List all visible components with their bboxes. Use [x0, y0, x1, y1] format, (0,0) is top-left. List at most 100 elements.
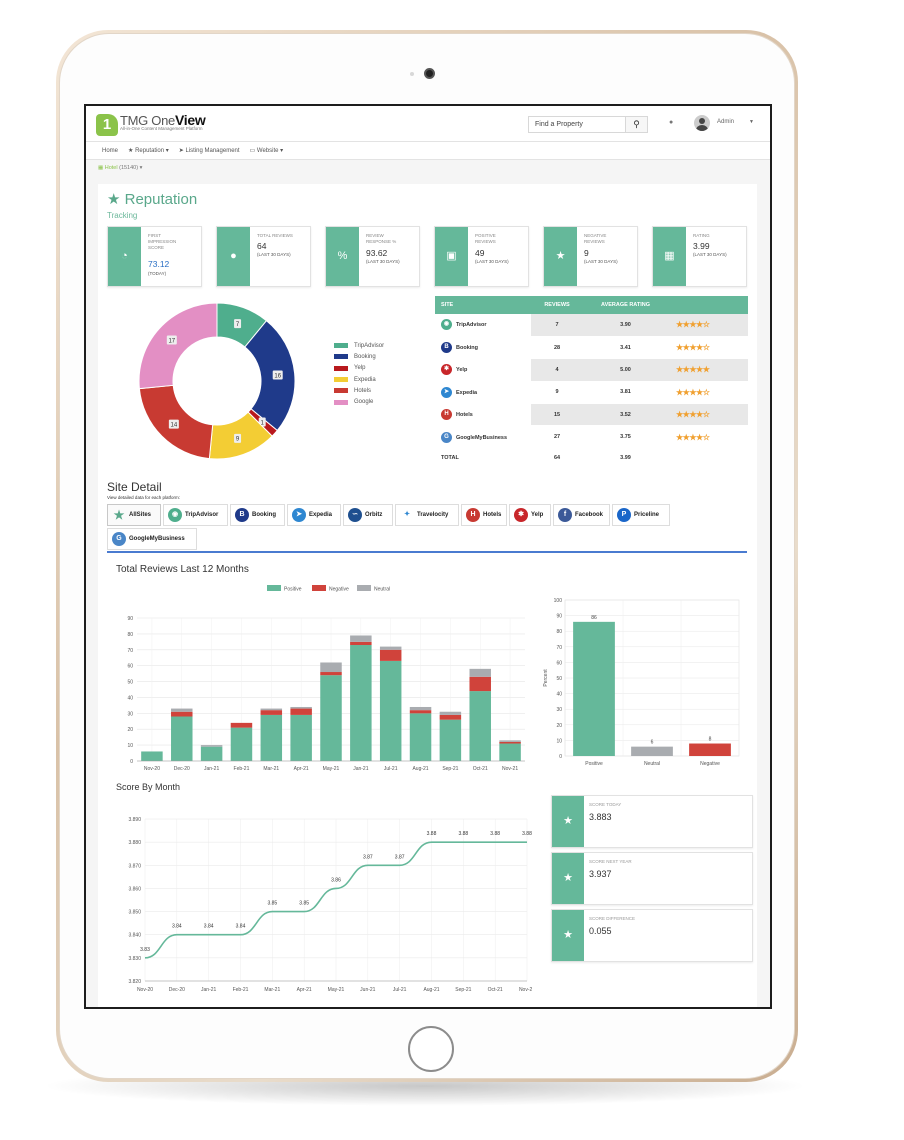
tab-booking[interactable]: B Booking: [230, 504, 285, 526]
tab-orbitz[interactable]: ∽ Orbitz: [343, 504, 393, 526]
user-name[interactable]: Admin: [717, 119, 735, 125]
bar-neutral: [171, 708, 193, 712]
bar-neutral: [200, 745, 223, 747]
x-tick-label: Jul-21: [384, 766, 398, 772]
legend-item[interactable]: TripAdvisor: [334, 340, 384, 351]
star-rating: ★★★★☆: [668, 425, 748, 449]
priceline-icon: P: [617, 508, 631, 522]
x-tick-label: Jan-21: [204, 766, 220, 772]
point-label: 3.88: [458, 831, 468, 837]
logo[interactable]: TMG OneView: [120, 112, 206, 128]
donut-label-box: [166, 335, 177, 345]
data-label: 86: [591, 615, 597, 621]
bar-negative: [439, 714, 462, 720]
point-label: 3.84: [172, 924, 182, 930]
legend-item[interactable]: Booking: [334, 351, 384, 362]
star-icon: ★: [107, 191, 121, 208]
bell-icon[interactable]: ●: [669, 119, 674, 126]
nav-home[interactable]: Home: [102, 147, 119, 154]
legend-swatch-positive: [267, 585, 281, 591]
tab-googlemybusiness[interactable]: G GoogleMyBusiness: [107, 528, 197, 550]
nav-website[interactable]: ▭ Website ▾: [249, 148, 284, 154]
y-tick-label: 50: [556, 676, 562, 682]
table-row[interactable]: H Hotels 15 3.52 ★★★★☆: [435, 403, 748, 427]
donut-label: 7: [236, 322, 240, 328]
point-label: 3.88: [490, 831, 500, 837]
nav-listing[interactable]: ➤ Listing Management: [178, 148, 240, 154]
tab-allsites[interactable]: ★ AllSites: [107, 504, 161, 526]
nav-reputation[interactable]: ★ Reputation ▾: [128, 148, 169, 154]
kpi-negative-reviews: ★ Negative Reviews 9 (LAST 30 DAYS): [543, 226, 638, 287]
kpi-rating: ▦ Rating 3.99 (LAST 30 DAYS): [652, 226, 747, 287]
app-screen: 1 TMG OneView All-in-One Content Managem…: [84, 104, 772, 1009]
booking-icon: B: [441, 342, 452, 354]
search-input[interactable]: Find a Property: [528, 116, 626, 133]
google-my-business-icon: G: [441, 431, 452, 443]
legend-item[interactable]: Google: [334, 396, 384, 407]
google-my-business-icon: G: [112, 532, 126, 546]
table-row[interactable]: ✱ Yelp 4 5.00 ★★★★★: [435, 358, 748, 382]
tab-facebook[interactable]: f Facebook: [553, 504, 610, 526]
chevron-down-icon[interactable]: ▼: [749, 119, 754, 125]
y-tick-label: 3.860: [128, 886, 141, 892]
y-tick-label: 50: [127, 680, 133, 686]
score-today-card: ★ Score Today 3.883: [551, 795, 753, 848]
tab-priceline[interactable]: P Priceline: [612, 504, 670, 526]
x-tick-label: Nov-21: [502, 766, 518, 772]
table-row[interactable]: ➤ Expedia 9 3.81 ★★★★☆: [435, 381, 748, 405]
legend-item[interactable]: Expedia: [334, 374, 384, 385]
travelocity-icon: ✦: [404, 511, 410, 518]
tab-travelocity[interactable]: ✦ Travelocity: [395, 504, 459, 526]
avatar[interactable]: [694, 115, 710, 131]
donut-label-box: [272, 370, 283, 380]
tab-tripadvisor[interactable]: ◉ TripAdvisor: [163, 504, 228, 526]
donut-slice-google: [138, 302, 218, 390]
comment-icon: ●: [217, 227, 250, 286]
top-bar: 1 TMG OneView All-in-One Content Managem…: [86, 106, 770, 142]
x-tick-label: Feb-21: [233, 987, 249, 993]
property-selector[interactable]: ▦ Hotel (15140) ▾: [98, 165, 143, 171]
percent-icon: %: [326, 227, 359, 286]
bar-positive: [200, 746, 223, 761]
search-button[interactable]: ⚲: [626, 116, 648, 133]
y-tick-label: 0: [130, 759, 133, 765]
legend-item[interactable]: Yelp: [334, 363, 384, 374]
score-next-year-card: ★ Score Next Year 3.937: [551, 852, 753, 905]
expedia-icon: ➤: [441, 386, 452, 398]
total-reviews-bar-chart: Positive Negative Neutral 0 10 20 30 40 50 60 70 80…: [127, 585, 525, 772]
donut-label-box: [234, 319, 242, 329]
bar-positive: [439, 719, 462, 761]
tab-yelp[interactable]: ✱ Yelp: [509, 504, 551, 526]
star-rating: ★★★★★: [668, 358, 748, 382]
home-button[interactable]: [408, 1026, 454, 1072]
bar-neutral: [260, 708, 283, 711]
bar-positive: [499, 743, 521, 761]
send-icon: ➤: [178, 148, 184, 154]
y-tick-label: 10: [556, 738, 562, 744]
tab-expedia[interactable]: ➤ Expedia: [287, 504, 341, 526]
bar-neutral: [469, 668, 491, 677]
bar-negative: [290, 708, 312, 715]
point-label: 3.87: [395, 854, 405, 860]
table-row[interactable]: G GoogleMyBusiness 27 3.75 ★★★★☆: [435, 425, 748, 449]
bar-neutral: [379, 646, 402, 650]
x-tick-label: Positive: [585, 761, 603, 767]
reviews-by-site-donut-chart: 7 16 1 9 14 17: [138, 302, 296, 460]
point-label: 3.87: [363, 854, 373, 860]
star-icon: ★: [113, 508, 125, 522]
donut-label: 17: [168, 338, 175, 344]
legend-label: Neutral: [374, 587, 390, 593]
star-rating: ★★★★☆: [668, 314, 748, 337]
legend-item[interactable]: Hotels: [334, 385, 384, 396]
tab-hotels[interactable]: H Hotels: [461, 504, 507, 526]
point-label: 3.84: [204, 924, 214, 930]
yelp-icon: ✱: [441, 364, 452, 376]
table-row[interactable]: B Booking 28 3.41 ★★★★☆: [435, 336, 748, 360]
donut-label: 14: [171, 422, 178, 428]
score-by-month-line-chart: 3.820 3.830 3.840 3.850 3.860 3.870 3.880 3.890…: [128, 817, 532, 993]
table-row[interactable]: ◉ TripAdvisor 7 3.90 ★★★★☆: [435, 314, 748, 337]
legend-swatch-neutral: [357, 585, 371, 591]
bar-positive: [350, 645, 372, 761]
main-nav: Home ★ Reputation ▾ ➤ Listing Management…: [86, 142, 770, 160]
bar-negative: [260, 710, 283, 715]
